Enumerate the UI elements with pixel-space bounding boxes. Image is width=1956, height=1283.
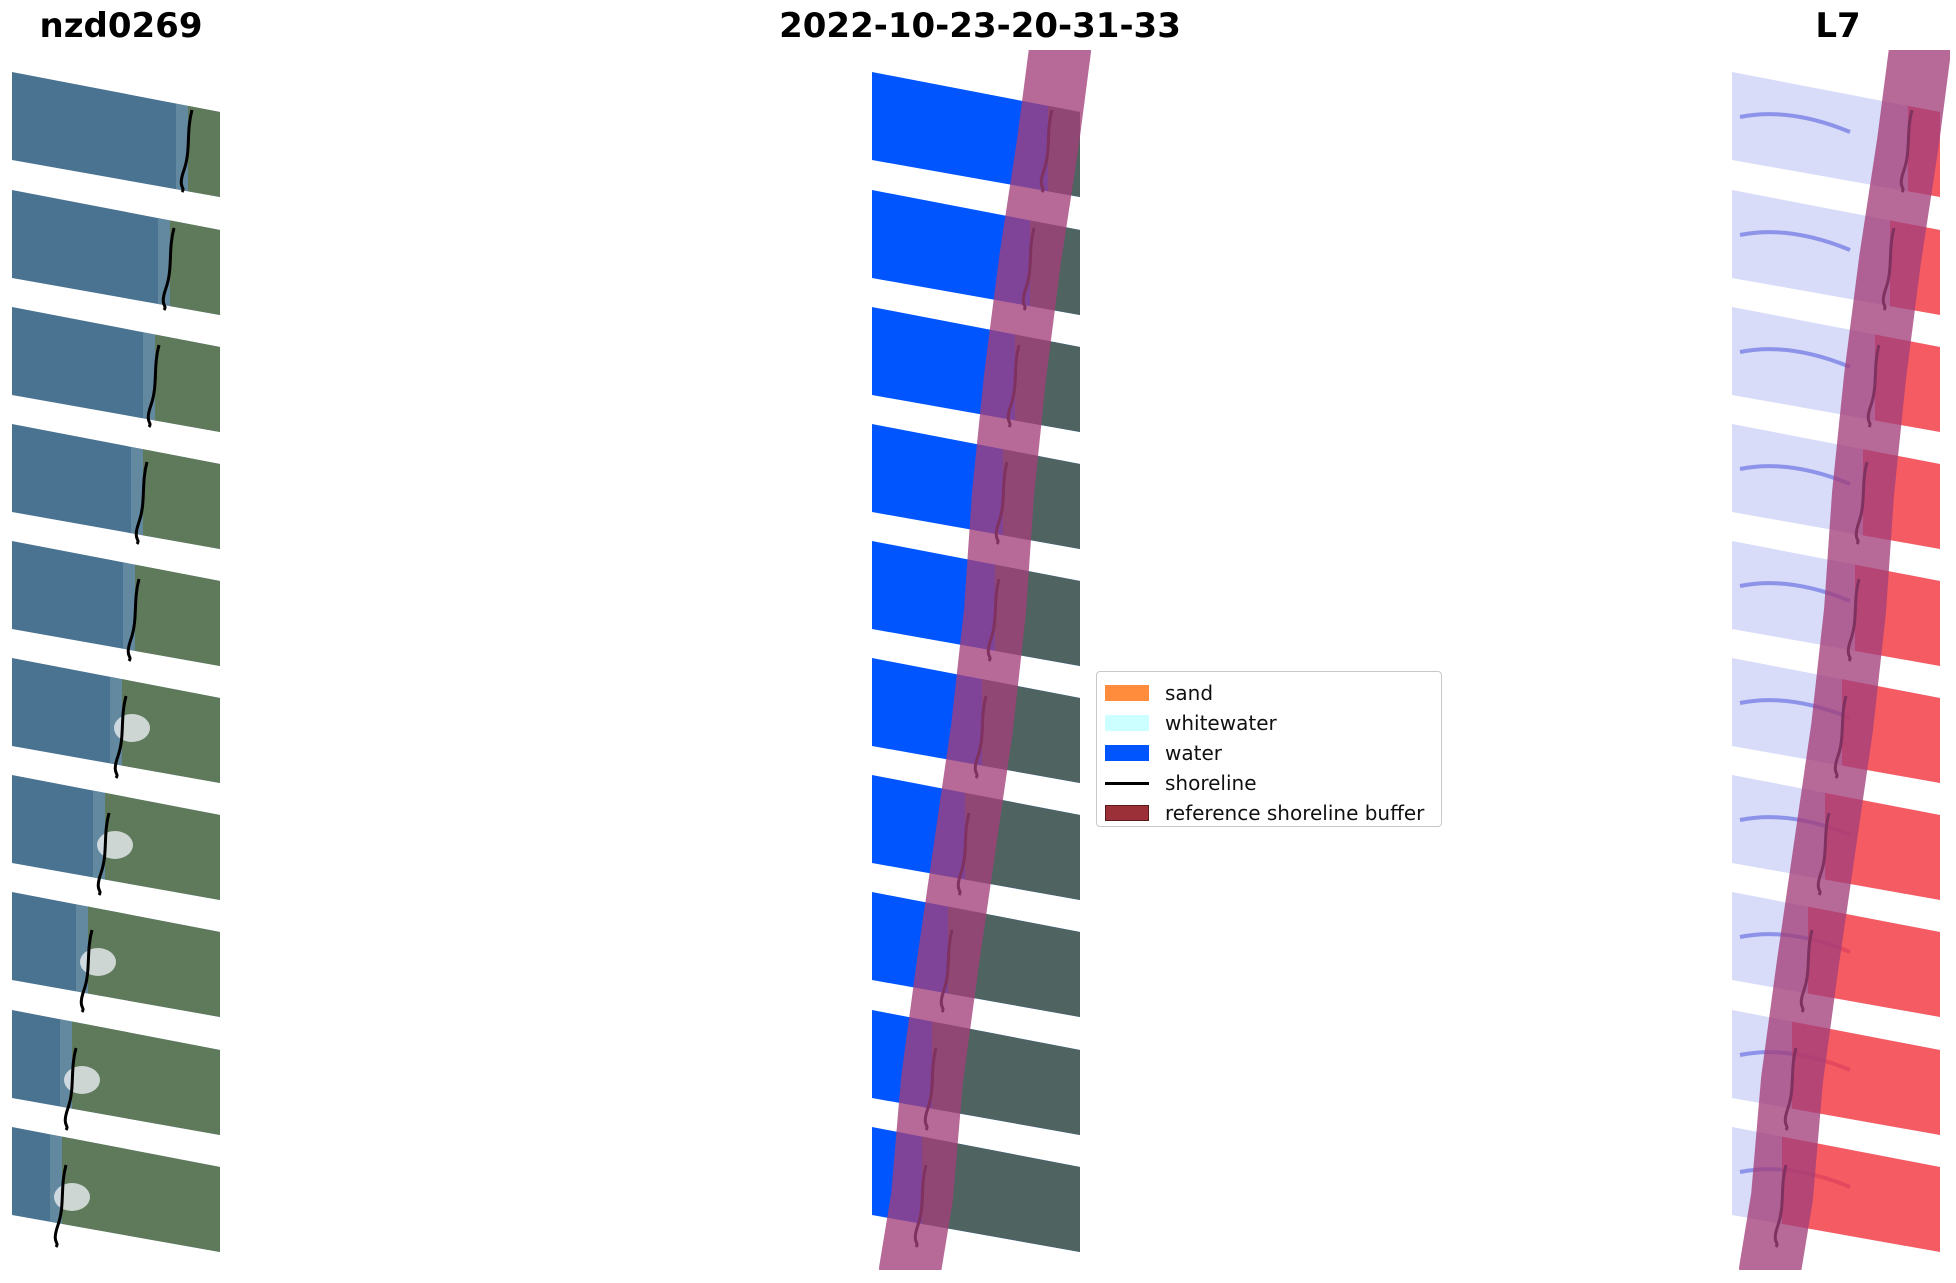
shoreline-segment	[126, 578, 141, 662]
legend-swatch-buffer	[1105, 805, 1149, 821]
image-strip	[12, 892, 220, 1017]
site-title: nzd0269	[39, 6, 203, 46]
image-strip	[12, 307, 220, 432]
legend-label-sand: sand	[1165, 681, 1214, 705]
legend-label-shoreline: shoreline	[1165, 771, 1257, 795]
mndwi-image-panel	[1732, 50, 1950, 1270]
shoreline-segment	[79, 929, 94, 1013]
shoreline-segment	[146, 344, 161, 428]
legend-label-water: water	[1165, 741, 1222, 765]
shoreline-segment	[96, 812, 111, 896]
image-strip	[12, 658, 220, 783]
legend-swatch-whitewater	[1105, 715, 1149, 731]
legend-swatch-water	[1105, 745, 1149, 761]
reference-shoreline-buffer	[1739, 50, 1950, 1270]
shoreline-segment	[179, 109, 194, 193]
image-strip	[12, 190, 220, 315]
legend-item-whitewater: whitewater	[1105, 708, 1433, 738]
legend-item-sand: sand	[1105, 678, 1433, 708]
image-strip	[12, 541, 220, 666]
legend-item-buffer: reference shoreline buffer	[1105, 798, 1433, 828]
shoreline-segment	[53, 1164, 68, 1248]
reference-shoreline-buffer	[879, 50, 1091, 1270]
image-strip	[12, 424, 220, 549]
rgb-image-panel	[12, 72, 220, 1252]
legend-label-whitewater: whitewater	[1165, 711, 1277, 735]
image-strip	[12, 775, 220, 900]
legend-item-shoreline: shoreline	[1105, 768, 1433, 798]
image-strip	[12, 1010, 220, 1135]
shoreline-segment	[113, 695, 128, 779]
image-strip	[12, 72, 220, 197]
image-strip	[12, 1127, 220, 1252]
date-title: 2022-10-23-20-31-33	[779, 6, 1181, 46]
legend-swatch-sand	[1105, 685, 1149, 701]
legend-item-water: water	[1105, 738, 1433, 768]
satellite-title: L7	[1815, 6, 1861, 46]
shoreline-segment	[161, 227, 176, 311]
legend: sand whitewater water shoreline reference sh…	[1096, 671, 1442, 827]
classified-image-panel	[872, 50, 1091, 1270]
legend-swatch-shoreline	[1105, 781, 1149, 785]
legend-label-buffer: reference shoreline buffer	[1165, 801, 1425, 825]
shoreline-segment	[63, 1047, 78, 1131]
shoreline-segment	[134, 461, 149, 545]
